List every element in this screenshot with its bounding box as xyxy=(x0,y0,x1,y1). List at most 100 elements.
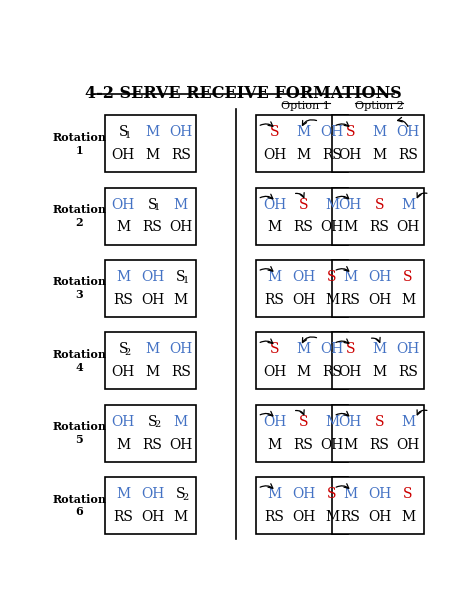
Text: OH: OH xyxy=(339,148,362,162)
Text: OH: OH xyxy=(339,197,362,211)
Text: S: S xyxy=(118,125,128,139)
Text: RS: RS xyxy=(113,510,133,524)
Text: M: M xyxy=(373,365,387,379)
Text: OH: OH xyxy=(368,487,391,501)
Text: S: S xyxy=(118,343,128,356)
Text: OH: OH xyxy=(169,438,192,452)
Text: RS: RS xyxy=(171,365,191,379)
Text: OH: OH xyxy=(320,343,344,356)
FancyBboxPatch shape xyxy=(256,405,347,462)
Text: M: M xyxy=(116,221,130,234)
Text: M: M xyxy=(146,365,160,379)
Text: S: S xyxy=(375,197,384,211)
FancyBboxPatch shape xyxy=(256,477,347,534)
Text: M: M xyxy=(325,510,339,524)
Text: S: S xyxy=(346,343,355,356)
Text: RS: RS xyxy=(340,510,360,524)
Text: RS: RS xyxy=(398,148,418,162)
Text: M: M xyxy=(146,148,160,162)
Text: 4-2 SERVE RECEIVE FORMATIONS: 4-2 SERVE RECEIVE FORMATIONS xyxy=(84,85,401,102)
Text: RS: RS xyxy=(143,221,163,234)
Text: RS: RS xyxy=(370,438,390,452)
Text: M: M xyxy=(325,197,339,211)
FancyBboxPatch shape xyxy=(332,332,423,389)
Text: S: S xyxy=(176,487,186,501)
Text: OH: OH xyxy=(339,415,362,428)
Text: OH: OH xyxy=(112,365,135,379)
FancyBboxPatch shape xyxy=(256,260,347,317)
Text: OH: OH xyxy=(396,221,419,234)
Text: M: M xyxy=(297,125,311,139)
Text: M: M xyxy=(174,510,188,524)
Text: OH: OH xyxy=(141,487,164,501)
Text: S: S xyxy=(375,415,384,428)
Text: OH: OH xyxy=(292,270,315,284)
Text: M: M xyxy=(373,125,387,139)
Text: M: M xyxy=(343,221,357,234)
Text: 2: 2 xyxy=(125,348,131,357)
Text: OH: OH xyxy=(141,293,164,306)
Text: M: M xyxy=(174,197,188,211)
Text: S: S xyxy=(299,197,309,211)
Text: 2: 2 xyxy=(182,493,189,501)
Text: OH: OH xyxy=(368,510,391,524)
Text: M: M xyxy=(343,438,357,452)
FancyBboxPatch shape xyxy=(332,405,423,462)
Text: OH: OH xyxy=(368,270,391,284)
Text: RS: RS xyxy=(264,510,284,524)
Text: 1: 1 xyxy=(125,131,131,140)
Text: Rotation
3: Rotation 3 xyxy=(53,276,106,300)
Text: M: M xyxy=(267,270,282,284)
Text: M: M xyxy=(325,415,339,428)
Text: RS: RS xyxy=(398,365,418,379)
Text: M: M xyxy=(343,270,357,284)
FancyBboxPatch shape xyxy=(105,405,196,462)
Text: OH: OH xyxy=(292,487,315,501)
FancyBboxPatch shape xyxy=(105,188,196,245)
Text: M: M xyxy=(267,487,282,501)
Text: Option 2: Option 2 xyxy=(355,101,404,112)
Text: 2: 2 xyxy=(154,421,160,429)
Text: OH: OH xyxy=(169,343,192,356)
Text: M: M xyxy=(146,125,160,139)
Text: OH: OH xyxy=(396,438,419,452)
Text: RS: RS xyxy=(294,221,314,234)
Text: OH: OH xyxy=(112,148,135,162)
Text: RS: RS xyxy=(340,293,360,306)
Text: M: M xyxy=(267,221,282,234)
Text: OH: OH xyxy=(320,438,344,452)
Text: S: S xyxy=(403,270,413,284)
Text: 1: 1 xyxy=(154,203,160,212)
Text: RS: RS xyxy=(322,365,342,379)
Text: M: M xyxy=(401,415,415,428)
Text: M: M xyxy=(401,293,415,306)
Text: S: S xyxy=(270,125,279,139)
Text: Option 1: Option 1 xyxy=(281,101,330,112)
Text: Rotation
1: Rotation 1 xyxy=(53,132,106,156)
Text: M: M xyxy=(116,487,130,501)
Text: Rotation
5: Rotation 5 xyxy=(53,421,106,445)
Text: RS: RS xyxy=(294,438,314,452)
Text: S: S xyxy=(176,270,186,284)
Text: OH: OH xyxy=(396,343,419,356)
Text: OH: OH xyxy=(112,197,135,211)
FancyBboxPatch shape xyxy=(332,260,423,317)
Text: OH: OH xyxy=(396,125,419,139)
FancyBboxPatch shape xyxy=(256,115,347,172)
Text: OH: OH xyxy=(141,510,164,524)
Text: S: S xyxy=(346,125,355,139)
Text: OH: OH xyxy=(292,293,315,306)
Text: 1: 1 xyxy=(182,276,189,284)
Text: RS: RS xyxy=(113,293,133,306)
Text: M: M xyxy=(267,438,282,452)
Text: Rotation
6: Rotation 6 xyxy=(53,493,106,517)
Text: S: S xyxy=(148,415,157,428)
Text: OH: OH xyxy=(263,148,286,162)
Text: M: M xyxy=(343,487,357,501)
Text: S: S xyxy=(299,415,309,428)
Text: S: S xyxy=(327,487,337,501)
Text: OH: OH xyxy=(263,415,286,428)
Text: RS: RS xyxy=(322,148,342,162)
Text: M: M xyxy=(116,270,130,284)
Text: M: M xyxy=(174,293,188,306)
